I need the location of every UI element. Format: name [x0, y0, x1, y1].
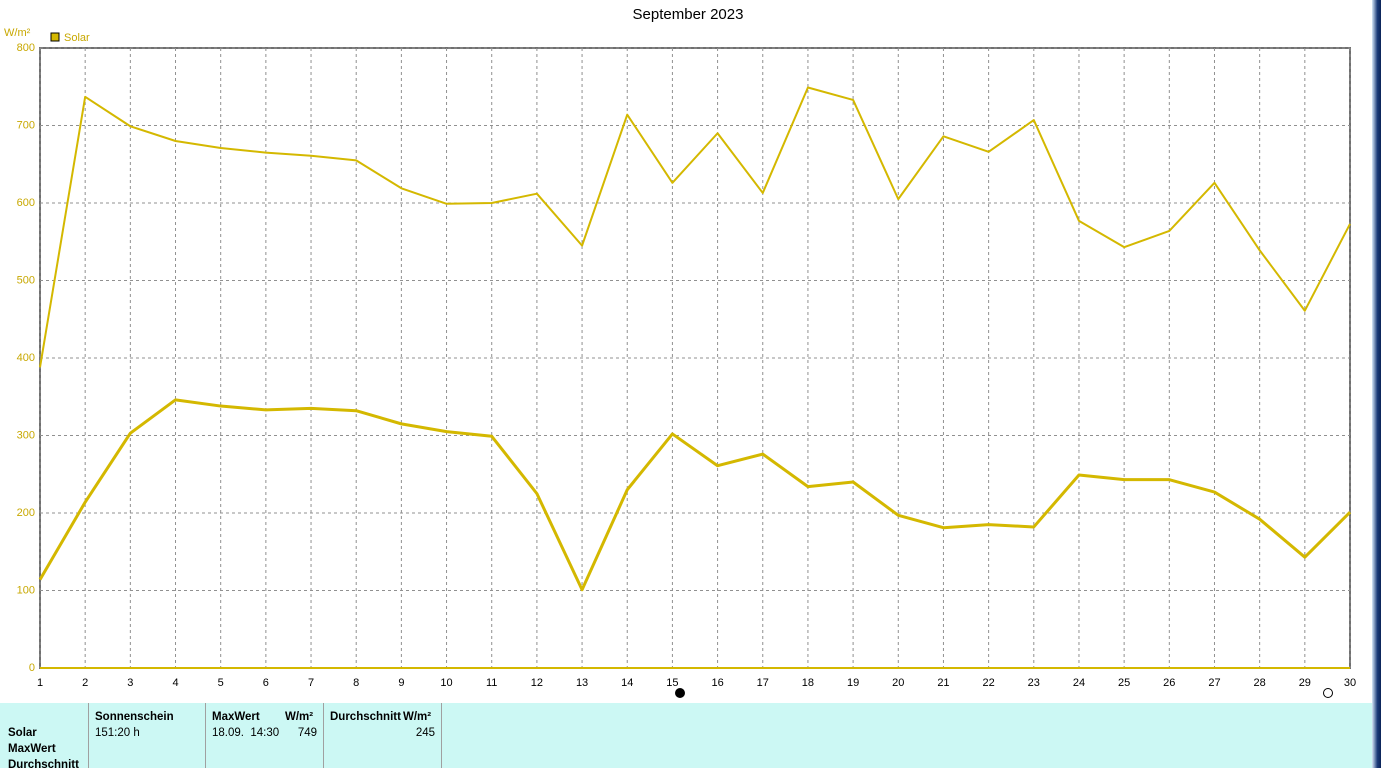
row-label: Durchschnitt: [8, 759, 79, 768]
separator: [441, 703, 442, 768]
separator: [88, 703, 89, 768]
x-tick-label: 6: [263, 677, 269, 689]
x-tick-label: 18: [802, 677, 814, 689]
column-header: Sonnenschein: [95, 711, 174, 723]
column-header: W/m²: [285, 711, 314, 723]
y-tick-label: 700: [17, 119, 35, 131]
row-label: MaxWert: [8, 743, 56, 755]
legend-swatch: [50, 32, 60, 42]
x-tick-label: 26: [1163, 677, 1175, 689]
row-label: Solar: [8, 727, 37, 739]
data-line: [39, 86, 1351, 368]
x-tick-label: 30: [1344, 677, 1356, 689]
chart: September 2023 W/m² Solar 0 100 200 300 400 5…: [4, 6, 1356, 698]
x-tick-label: 17: [757, 677, 769, 689]
x-tick-label: 29: [1299, 677, 1311, 689]
y-tick-label: 600: [17, 197, 35, 209]
y-tick-label: 300: [17, 429, 35, 441]
cell: 245: [415, 727, 435, 739]
x-tick-label: 27: [1208, 677, 1220, 689]
separator: [323, 703, 324, 768]
x-tick-label: 9: [398, 677, 404, 689]
x-tick-label: 1: [37, 677, 43, 689]
x-tick-label: 16: [711, 677, 723, 689]
column-header: Durchschnitt: [330, 711, 401, 723]
x-tick-label: 10: [440, 677, 452, 689]
column-header: W/m²: [403, 711, 432, 723]
cell: 18.09. 14:30: [212, 727, 280, 739]
x-tick-label: 12: [531, 677, 543, 689]
x-tick-label: 15: [666, 677, 678, 689]
x-tick-label: 28: [1254, 677, 1266, 689]
x-tick-label: 8: [353, 677, 359, 689]
x-tick-label: 2: [82, 677, 88, 689]
y-tick-label: 500: [17, 274, 35, 286]
desktop-edge: [1372, 0, 1381, 768]
x-tick-label: 7: [308, 677, 314, 689]
x-tick-label: 5: [218, 677, 224, 689]
x-tick-label: 11: [486, 677, 497, 689]
y-tick-label: 400: [17, 352, 35, 364]
y-tick-label: 200: [17, 507, 35, 519]
cell: 151:20 h: [95, 727, 140, 739]
y-tick-label: 0: [29, 662, 35, 674]
x-tick-label: 14: [621, 677, 633, 689]
x-tick-label: 4: [172, 677, 178, 689]
y-tick-label: 800: [17, 42, 35, 54]
x-tick-label: 21: [937, 677, 949, 689]
x-tick-label: 19: [847, 677, 859, 689]
legend-label: Solar: [64, 32, 90, 44]
moon-icon: [1323, 688, 1333, 698]
x-tick-label: 25: [1118, 677, 1130, 689]
x-tick-label: 3: [127, 677, 133, 689]
separator: [205, 703, 206, 768]
chart-title: September 2023: [633, 6, 744, 23]
x-tick-label: 13: [576, 677, 588, 689]
x-tick-label: 20: [892, 677, 904, 689]
x-tick-label: 22: [982, 677, 994, 689]
stats-table: Sonnenschein MaxWert W/m² Durchschnitt W…: [0, 703, 1372, 768]
data-line: [38, 398, 1352, 592]
x-tick-label: 23: [1028, 677, 1040, 689]
cell: 749: [297, 727, 317, 739]
y-axis-label: W/m²: [4, 27, 31, 39]
y-tick-label: 100: [17, 584, 35, 596]
moon-icon: [675, 688, 685, 698]
column-header: MaxWert: [212, 711, 260, 723]
x-tick-label: 24: [1073, 677, 1085, 689]
